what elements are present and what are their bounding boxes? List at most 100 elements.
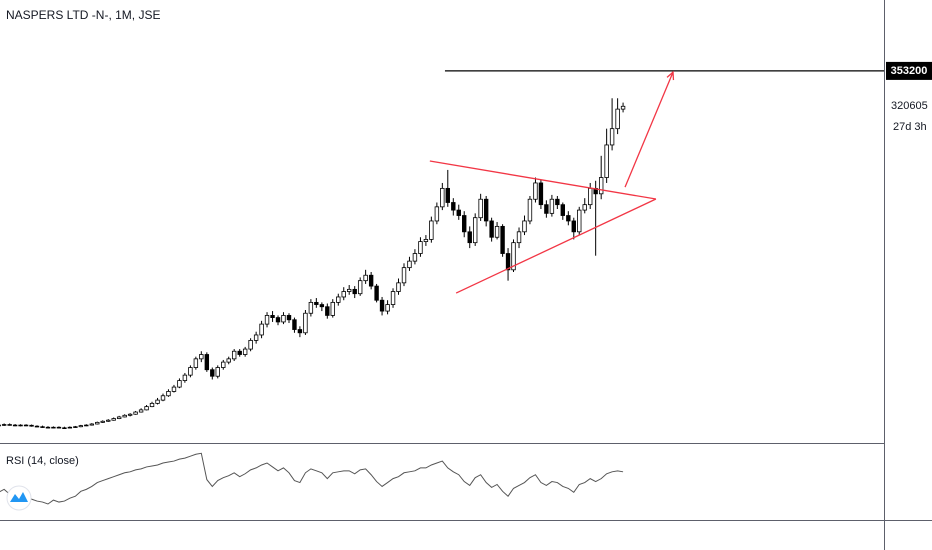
candle-body (522, 220, 527, 233)
candle-body (423, 239, 429, 242)
candle-body (221, 361, 226, 368)
candle-body (609, 128, 615, 146)
candle-body (259, 323, 264, 336)
candle-body (144, 406, 149, 411)
candle-body (264, 315, 270, 325)
candle-body (549, 198, 555, 214)
candle-body (303, 312, 308, 334)
last-price-bg (886, 97, 932, 116)
candle-body (478, 198, 483, 219)
candle-body (489, 220, 494, 238)
candle-body (242, 348, 248, 355)
candle-body (12, 424, 18, 427)
marks (0, 70, 884, 505)
candle-body (368, 274, 374, 287)
candle-body (615, 108, 620, 130)
candle-body (472, 217, 478, 244)
candle-body (78, 425, 84, 428)
candle-body (199, 354, 204, 360)
candle-body (516, 231, 522, 244)
candle-body (127, 413, 133, 416)
labels: 353200 320605 27d 3h (886, 61, 932, 133)
candle-body (374, 285, 379, 301)
candle-body (319, 304, 325, 308)
candle-body (155, 399, 160, 404)
candle-body (149, 402, 155, 408)
candle-body (533, 182, 538, 200)
candle-body (538, 182, 544, 206)
candle-body (560, 204, 566, 216)
candle-body (330, 301, 335, 316)
candle-body (231, 350, 237, 360)
candle-body (390, 291, 396, 305)
trend-line (455, 198, 657, 294)
candle-body (500, 225, 505, 254)
candle-body (440, 187, 445, 208)
candle-body (494, 225, 500, 238)
arrow-head (666, 70, 675, 81)
candle-body (111, 418, 116, 421)
candle-body (325, 306, 330, 316)
candle-body (434, 206, 440, 222)
candle-body (100, 420, 105, 423)
candle-body (34, 425, 40, 428)
candle-body (89, 423, 95, 426)
chart-title: NASPERS LTD -N-, 1M, JSE (6, 8, 160, 22)
candle-body (29, 424, 34, 427)
candle-body (555, 198, 560, 206)
candle-body (106, 419, 111, 422)
candle-body (401, 267, 407, 284)
candle-body (456, 209, 461, 216)
rsi-title: RSI (14, close) (6, 455, 79, 467)
candle-body (248, 339, 253, 350)
candle-body (604, 144, 609, 178)
candle-body (215, 367, 220, 377)
candle-body (396, 282, 401, 292)
candle-body (275, 317, 281, 323)
candle-body (577, 209, 582, 233)
candle-body (210, 369, 215, 377)
candle-body (582, 204, 587, 211)
countdown: 27d 3h (893, 121, 927, 133)
candle-body (429, 220, 434, 240)
candle-body (407, 260, 412, 269)
candle-body (67, 426, 73, 429)
candle-body (237, 350, 242, 355)
candle-body (297, 329, 303, 334)
candle-body (527, 198, 533, 222)
candle-body (418, 241, 423, 254)
candle-body (204, 354, 210, 371)
candle-body (138, 409, 144, 413)
candle-body (505, 253, 511, 271)
candle-body (253, 334, 259, 341)
candle-body (7, 424, 12, 426)
candle-body (23, 424, 29, 427)
candle-body (314, 301, 319, 305)
candle-body (177, 380, 182, 388)
candle-body (166, 391, 171, 397)
candle-body (511, 242, 516, 271)
candle-body (467, 231, 472, 244)
candle-body (341, 291, 346, 298)
logo (6, 485, 32, 511)
arrow-line (624, 71, 674, 188)
candle-body (352, 288, 357, 295)
candle-body (182, 374, 188, 381)
candle-body (84, 424, 89, 427)
candle-body (286, 315, 292, 321)
candle-body (483, 198, 489, 222)
candle-body (171, 386, 177, 392)
last-price-label: 320605 (891, 100, 928, 112)
candle-body (122, 414, 127, 418)
candle-body (598, 177, 604, 195)
candle-body (445, 187, 450, 203)
candle-body (363, 274, 368, 282)
price-label-box (886, 61, 932, 80)
candle-body (1, 424, 7, 426)
rsi-line (0, 452, 624, 505)
candle-body (292, 319, 297, 330)
candle-body (226, 358, 231, 363)
candle-body (95, 421, 100, 425)
candle-body (116, 416, 122, 419)
